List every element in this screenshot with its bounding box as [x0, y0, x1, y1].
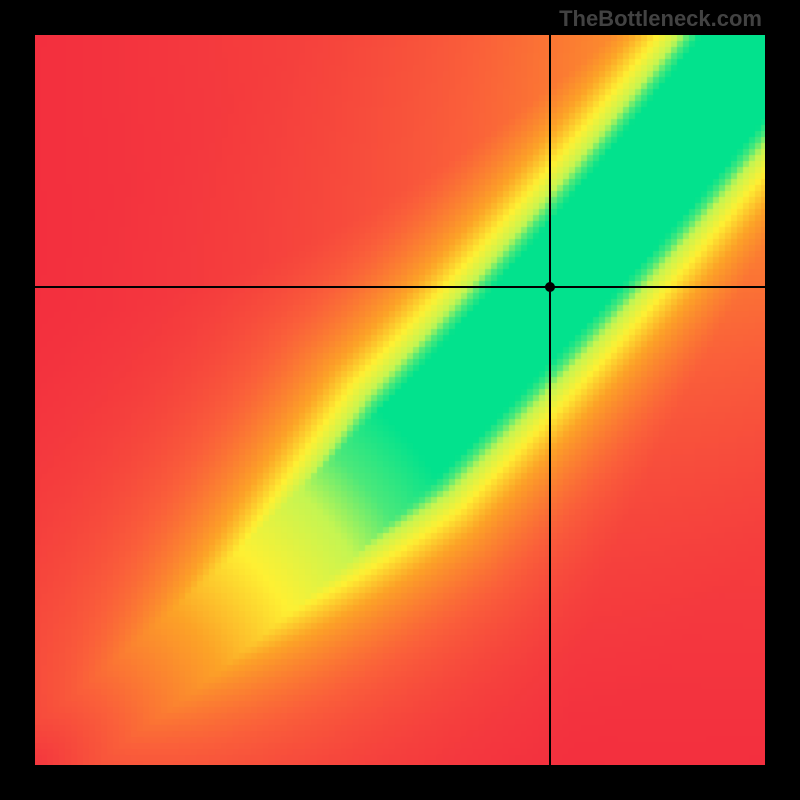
crosshair-horizontal [35, 286, 765, 288]
crosshair-marker [545, 282, 555, 292]
crosshair-vertical [549, 35, 551, 765]
chart-container: TheBottleneck.com [0, 0, 800, 800]
heatmap-canvas [35, 35, 765, 765]
watermark-text: TheBottleneck.com [559, 6, 762, 32]
plot-area [35, 35, 765, 765]
